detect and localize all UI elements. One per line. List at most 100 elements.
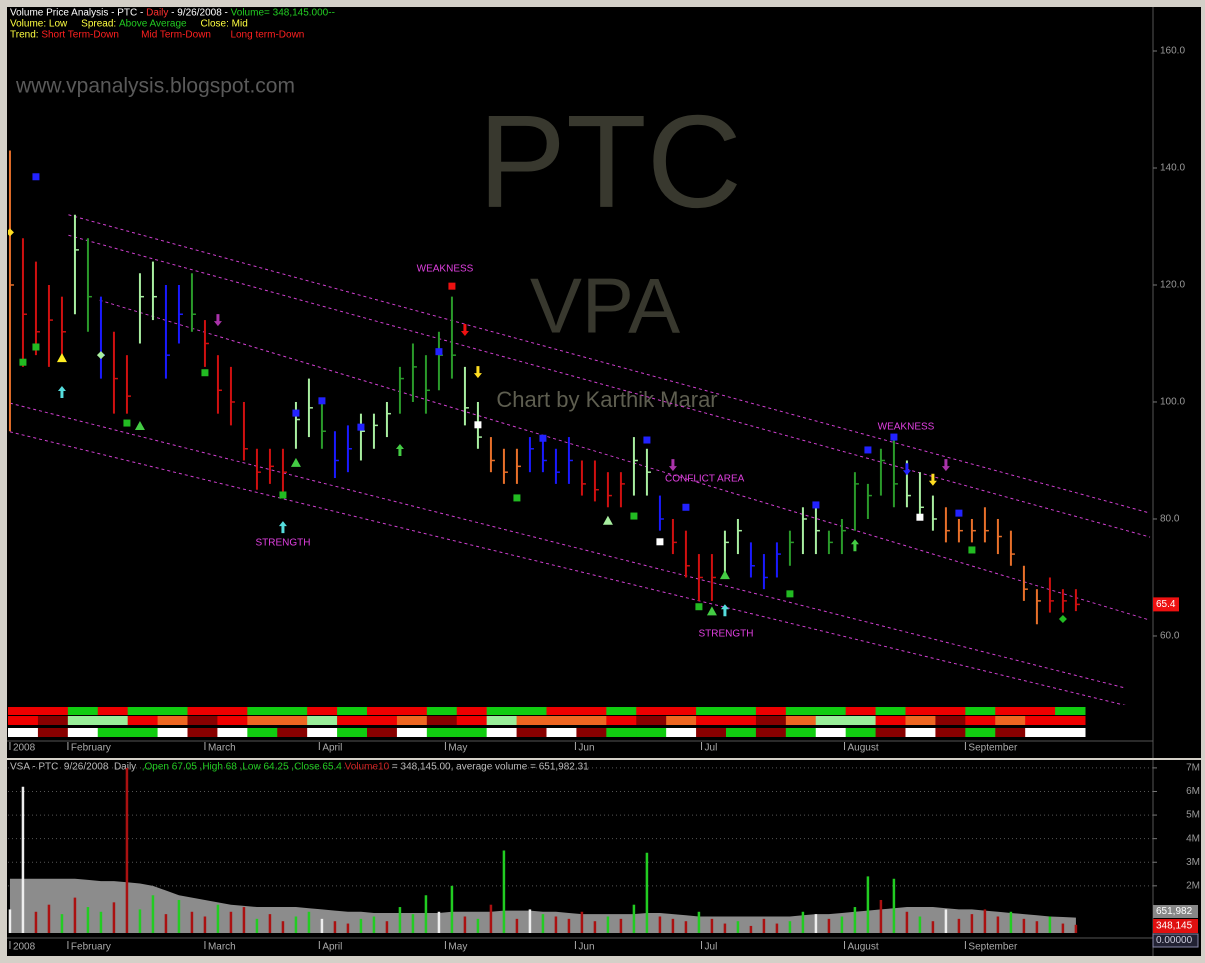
ribbon-cell [875, 716, 906, 725]
ribbon-cell [995, 707, 1026, 715]
ribbon-cell [157, 728, 188, 737]
y-tick-label: 120.0 [1160, 280, 1185, 291]
ribbon-cell [396, 707, 428, 715]
signal-square [19, 358, 27, 366]
signal-square [656, 538, 664, 546]
ribbon-cell [785, 716, 817, 725]
ribbon-cell [127, 728, 159, 737]
ribbon-cell [845, 716, 877, 725]
header-text: VSA - PTC 9/26/2008 Daily [10, 762, 142, 773]
ribbon-cell [636, 716, 667, 725]
ribbon-cell [67, 716, 99, 725]
signal-arrow-down [928, 473, 937, 486]
ribbon-cell [127, 716, 159, 725]
signal-square [357, 423, 365, 431]
ribbon-cell [8, 728, 39, 737]
signal-arrow-down [668, 459, 677, 472]
signal-square [786, 590, 794, 598]
ribbon-cell [367, 707, 398, 715]
signal-square [539, 434, 547, 442]
y-tick-label: 3M [1186, 857, 1200, 868]
ribbon-cell [37, 716, 69, 725]
ribbon-cell [576, 707, 607, 715]
y-tick-label: 5M [1186, 810, 1200, 821]
y-tick-label: 7M [1186, 763, 1200, 774]
signal-arrow-down [902, 463, 911, 476]
x-tick-label: 2008 [13, 743, 36, 754]
ribbon-cell [37, 707, 69, 715]
ribbon-cell [247, 716, 278, 725]
ribbon-cell [307, 707, 338, 715]
x-tick-label: Jun [578, 743, 594, 754]
plot-area [8, 150, 1151, 705]
signal-square [695, 603, 703, 611]
ribbon-cell [337, 707, 368, 715]
ribbon-cell [935, 707, 966, 715]
zero-label: 0.00000 [1156, 935, 1193, 946]
ribbon-cell [576, 716, 607, 725]
ribbon-cell [785, 728, 817, 737]
ribbon-cell [277, 728, 308, 737]
zero-box [1152, 933, 1199, 948]
ribbon-cell [396, 716, 428, 725]
header-text: Volume Price Analysis - PTC - [10, 8, 146, 19]
ribbon-cell [277, 716, 308, 725]
ribbon-cell [187, 707, 218, 715]
signal-arrow-down [941, 459, 950, 472]
ribbon-cell [875, 707, 906, 715]
header-text: - 9/26/2008 - [168, 8, 230, 19]
ribbon-cell [636, 707, 667, 715]
header-text: Volume: Low [10, 19, 81, 30]
ribbon-cell [726, 707, 757, 715]
ribbon-cell [157, 707, 188, 715]
last-price-box [1153, 597, 1179, 612]
ribbon-cell [217, 716, 248, 725]
header-text: Trend: [10, 30, 41, 41]
annotation: STRENGTH [256, 538, 311, 549]
ribbon-cell [546, 716, 577, 725]
ribbon-cell [606, 716, 637, 725]
signal-square [32, 173, 40, 181]
ribbon-cell [67, 728, 99, 737]
ribbon-cell [97, 707, 129, 715]
ribbon-cell [516, 707, 547, 715]
watermark-author: Chart by Karthik Marar [496, 387, 717, 412]
average-box [1153, 905, 1198, 918]
ribbon-cell [8, 716, 39, 725]
ribbon-cell [187, 728, 218, 737]
signal-arrow-up [57, 386, 66, 399]
signal-square [955, 509, 963, 517]
signal-square [630, 512, 638, 520]
ribbon-cell [367, 728, 398, 737]
ribbon-cell [486, 707, 518, 715]
header-text: Volume= 348,145.000-- [231, 8, 335, 19]
ribbon-cell [755, 728, 787, 737]
x-tick-label: Jul [705, 942, 718, 953]
ribbon-cell [516, 728, 547, 737]
signal-square [864, 446, 872, 454]
ribbon-cell [396, 728, 428, 737]
signal-arrow-down [473, 366, 482, 379]
ribbon-cell [755, 707, 787, 715]
ribbon-cell [1055, 728, 1086, 737]
annotation: WEAKNESS [417, 264, 474, 275]
watermark-url: www.vpanalysis.blogspot.com [15, 75, 295, 98]
ribbon-cell [875, 728, 906, 737]
channel-line [68, 234, 1151, 538]
signal-arrow-up [395, 443, 404, 456]
x-tick-label: May [448, 743, 467, 754]
ribbon-cell [935, 716, 966, 725]
ribbon-cell [426, 728, 458, 737]
ribbon-cell [666, 716, 697, 725]
ribbon-cell [217, 707, 248, 715]
signal-square [318, 397, 326, 405]
ribbon-cell [217, 728, 248, 737]
signal-square [812, 501, 820, 509]
ribbon-cell [1025, 716, 1056, 725]
signal-square [643, 436, 651, 444]
annotation: WEAKNESS [878, 422, 935, 433]
plot-area [8, 767, 1078, 933]
ribbon-cell [965, 716, 996, 725]
channel-line [68, 214, 1151, 514]
signal-triangle [134, 420, 145, 430]
